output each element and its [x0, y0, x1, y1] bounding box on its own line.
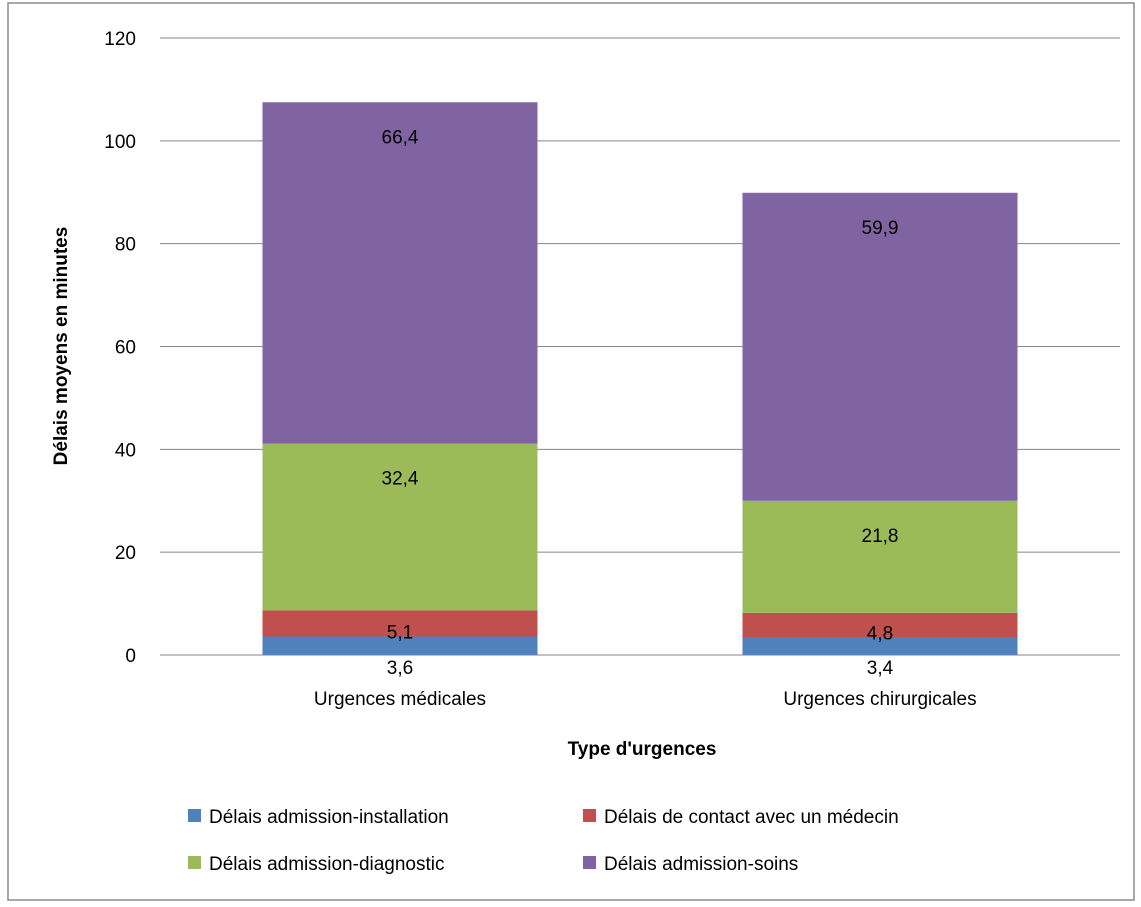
x-axis-title: Type d'urgences [568, 739, 717, 760]
data-label: 4,8 [867, 624, 893, 645]
legend-swatch [583, 856, 596, 869]
bar-segment [262, 610, 538, 637]
data-label: 66,4 [382, 127, 419, 148]
bar-segment [742, 637, 1018, 655]
bar-segment [742, 612, 1018, 638]
bar-segment [262, 443, 538, 611]
y-tick-label: 60 [115, 338, 136, 359]
x-tick-label: Urgences chirurgicales [783, 689, 976, 710]
bar-segment [262, 636, 538, 655]
legend-entry: Délais de contact avec un médecin [604, 807, 899, 828]
legend-entry: Délais admission-diagnostic [209, 854, 445, 875]
y-tick-label: 120 [104, 29, 136, 50]
bar-segment [742, 500, 1018, 613]
data-label: 3,4 [867, 658, 894, 679]
legend-swatch [583, 809, 596, 822]
bars [262, 102, 1018, 655]
legend-swatch [188, 809, 201, 822]
legend-entry: Délais admission-soins [604, 854, 798, 875]
data-labels: 3,6 5,1 32,4 66,4 3,4 4,8 21,8 59,9 [382, 127, 899, 679]
legend-entry: Délais admission-installation [209, 807, 449, 828]
legend-swatch [188, 856, 201, 869]
y-tick-label: 20 [115, 543, 136, 564]
y-tick-label: 80 [115, 235, 136, 256]
y-tick-label: 40 [115, 440, 136, 461]
data-label: 3,6 [387, 658, 413, 679]
x-tick-labels: Urgences médicales Urgences chirurgicales [314, 689, 977, 710]
bar-segment [742, 192, 1018, 501]
data-label: 32,4 [382, 469, 419, 490]
y-tick-label: 100 [104, 132, 136, 153]
y-tick-label: 0 [125, 646, 136, 667]
legend: Délais admission-installation Délais de c… [188, 807, 899, 875]
x-tick-label: Urgences médicales [314, 689, 486, 710]
y-tick-labels: 0 20 40 60 80 100 120 [104, 29, 136, 667]
bar-segment [262, 102, 538, 444]
data-label: 21,8 [862, 526, 899, 547]
y-axis-title: Délais moyens en minutes [51, 227, 72, 466]
data-label: 59,9 [862, 218, 899, 239]
data-label: 5,1 [387, 622, 413, 643]
